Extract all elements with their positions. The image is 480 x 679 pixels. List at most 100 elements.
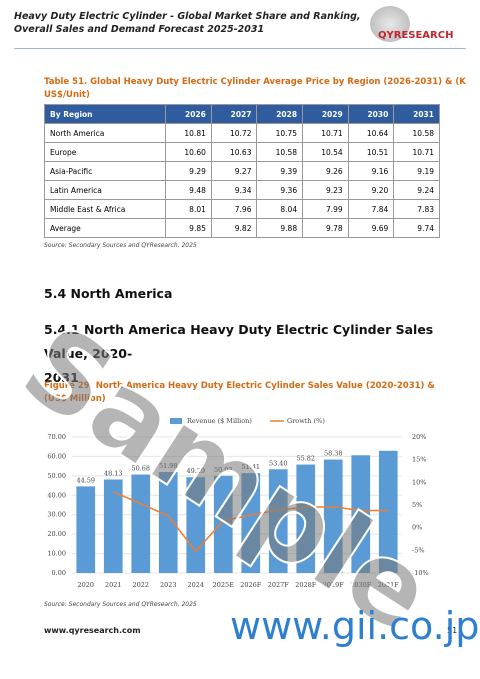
value-label: 51.98 [159, 462, 178, 470]
x-tick-label: 2023 [160, 581, 177, 589]
cell: 7.83 [393, 199, 440, 219]
line: Overall Sales and Demand Forecast 2025-2… [14, 24, 265, 35]
row: North America 10.81 10.72 10.75 10.71 10.64 10… [43, 123, 440, 143]
section-heading: 5.4 North America [44, 286, 173, 301]
line: Heavy Duty Electric Cylinder - Global Ma… [14, 11, 361, 22]
footer-url: www.qyresearch.com [44, 626, 141, 635]
cell: Europe [43, 142, 167, 162]
cell: 9.39 [256, 161, 304, 181]
bar [76, 486, 96, 573]
cell: North America [43, 123, 167, 143]
row: Asia-Pacific 9.29 9.27 9.39 9.26 9.16 9.19 [43, 161, 440, 181]
header-cell: 2027 [210, 104, 258, 124]
y-tick-label: 50.00 [47, 472, 66, 480]
cell: 10.75 [256, 123, 304, 143]
cell: 10.81 [165, 123, 212, 143]
value-label: 48.13 [104, 469, 123, 477]
cell: 9.36 [256, 180, 304, 200]
line [112, 491, 389, 553]
x-tick-label: 2025E [213, 581, 235, 589]
line: 5.4.1 North America Heavy Duty Electric … [44, 322, 434, 361]
x-tick-label: 2024 [187, 581, 204, 589]
cell: 9.74 [393, 218, 440, 238]
header-cell: 2030 [347, 104, 395, 124]
chart: 0.00 10.00 20.00 30.00 40.00 50.00 60.00 70.00 -… [47, 417, 429, 589]
y-tick-label: 10.00 [47, 550, 66, 558]
x-tick-label: 2027F [268, 581, 290, 589]
x-tick-label: 2029F [323, 581, 345, 589]
y-tick-label: 20.00 [47, 530, 66, 538]
source: Source: Secondary Sources and QYResearch… [44, 242, 197, 249]
x-tick-label: 2028F [295, 581, 317, 589]
logo-globe [370, 6, 410, 42]
cell: 10.58 [256, 142, 304, 162]
cell: Asia-Pacific [43, 161, 167, 181]
y-tick-label: 70.00 [47, 433, 66, 441]
table: By Region 2026 2027 2028 2029 2030 2031 North A… [43, 104, 440, 238]
header-title: Heavy Duty Electric Cylinder - Global Ma… [14, 10, 361, 36]
line: (US$ Million) [44, 394, 106, 404]
y2-tick-label: 10% [412, 478, 426, 486]
cell: Latin America [43, 180, 167, 200]
line: Table 51. Global Heavy Duty Electric Cyl… [44, 77, 466, 87]
cell: 9.19 [393, 161, 440, 181]
value-label: 53.40 [269, 459, 288, 467]
bar [378, 450, 398, 573]
value-label: 49.29 [186, 467, 205, 475]
cell: 10.71 [302, 123, 349, 143]
cell: 7.96 [210, 199, 258, 219]
bar [351, 455, 371, 573]
cell: 9.85 [165, 218, 212, 238]
cell: 10.71 [393, 142, 440, 162]
y-tick-label: 40.00 [47, 491, 66, 499]
y2-tick-label: 15% [412, 456, 426, 464]
cell: 9.69 [347, 218, 395, 238]
cell: 9.88 [256, 218, 304, 238]
line: 2031 [44, 370, 79, 385]
cell: 9.27 [210, 161, 258, 181]
bar [296, 464, 316, 573]
cell: 9.34 [210, 180, 258, 200]
header-cell: 2029 [302, 104, 349, 124]
header-cell: 2026 [165, 104, 212, 124]
row: Middle East & Africa 8.01 7.96 8.04 7.99 7.84… [43, 199, 440, 219]
value-label: 55.82 [296, 455, 315, 463]
cell: 8.04 [256, 199, 304, 219]
y2-tick-label: 0% [412, 524, 422, 532]
cell: 8.01 [165, 199, 212, 219]
bar [103, 479, 123, 573]
cell: 10.60 [165, 142, 212, 162]
x-tick-label: 2031F [378, 581, 400, 589]
page-number: 51 [447, 626, 458, 635]
watermark-site: www.gii.co.jp [230, 604, 480, 648]
legend-label: Growth (%) [287, 417, 325, 425]
legend-swatch [170, 418, 182, 424]
cell: 9.26 [302, 161, 349, 181]
cell: 10.64 [347, 123, 395, 143]
figure-caption: Figure 29. North America Heavy Duty Elec… [44, 380, 435, 406]
y-tick-label: 0.00 [52, 569, 66, 577]
row: Latin America 9.48 9.34 9.36 9.23 9.20 9.24 [43, 180, 440, 200]
cell: 7.99 [302, 199, 349, 219]
rule [14, 48, 466, 49]
header-row: By Region 2026 2027 2028 2029 2030 2031 [43, 104, 440, 124]
header-cell: 2031 [393, 104, 440, 124]
x-tick-label: 2030F [350, 581, 372, 589]
y-tick-label: 60.00 [47, 452, 66, 460]
value-label: 44.59 [76, 476, 95, 484]
value-label: 50.03 [214, 466, 233, 474]
cell: Average [43, 218, 167, 238]
y2-tick-label: -5% [412, 546, 425, 554]
y-tick-label: 30.00 [47, 511, 66, 519]
x-tick-label: 2026F [240, 581, 262, 589]
y2-tick-label: -10% [412, 569, 429, 577]
cell: 10.58 [393, 123, 440, 143]
bar [131, 474, 151, 573]
header-cell: 2028 [256, 104, 304, 124]
x-tick-label: 2022 [132, 581, 149, 589]
bar [323, 459, 343, 573]
cell: 9.16 [347, 161, 395, 181]
cell: 10.72 [210, 123, 258, 143]
bar [186, 477, 206, 573]
cell: 9.20 [347, 180, 395, 200]
